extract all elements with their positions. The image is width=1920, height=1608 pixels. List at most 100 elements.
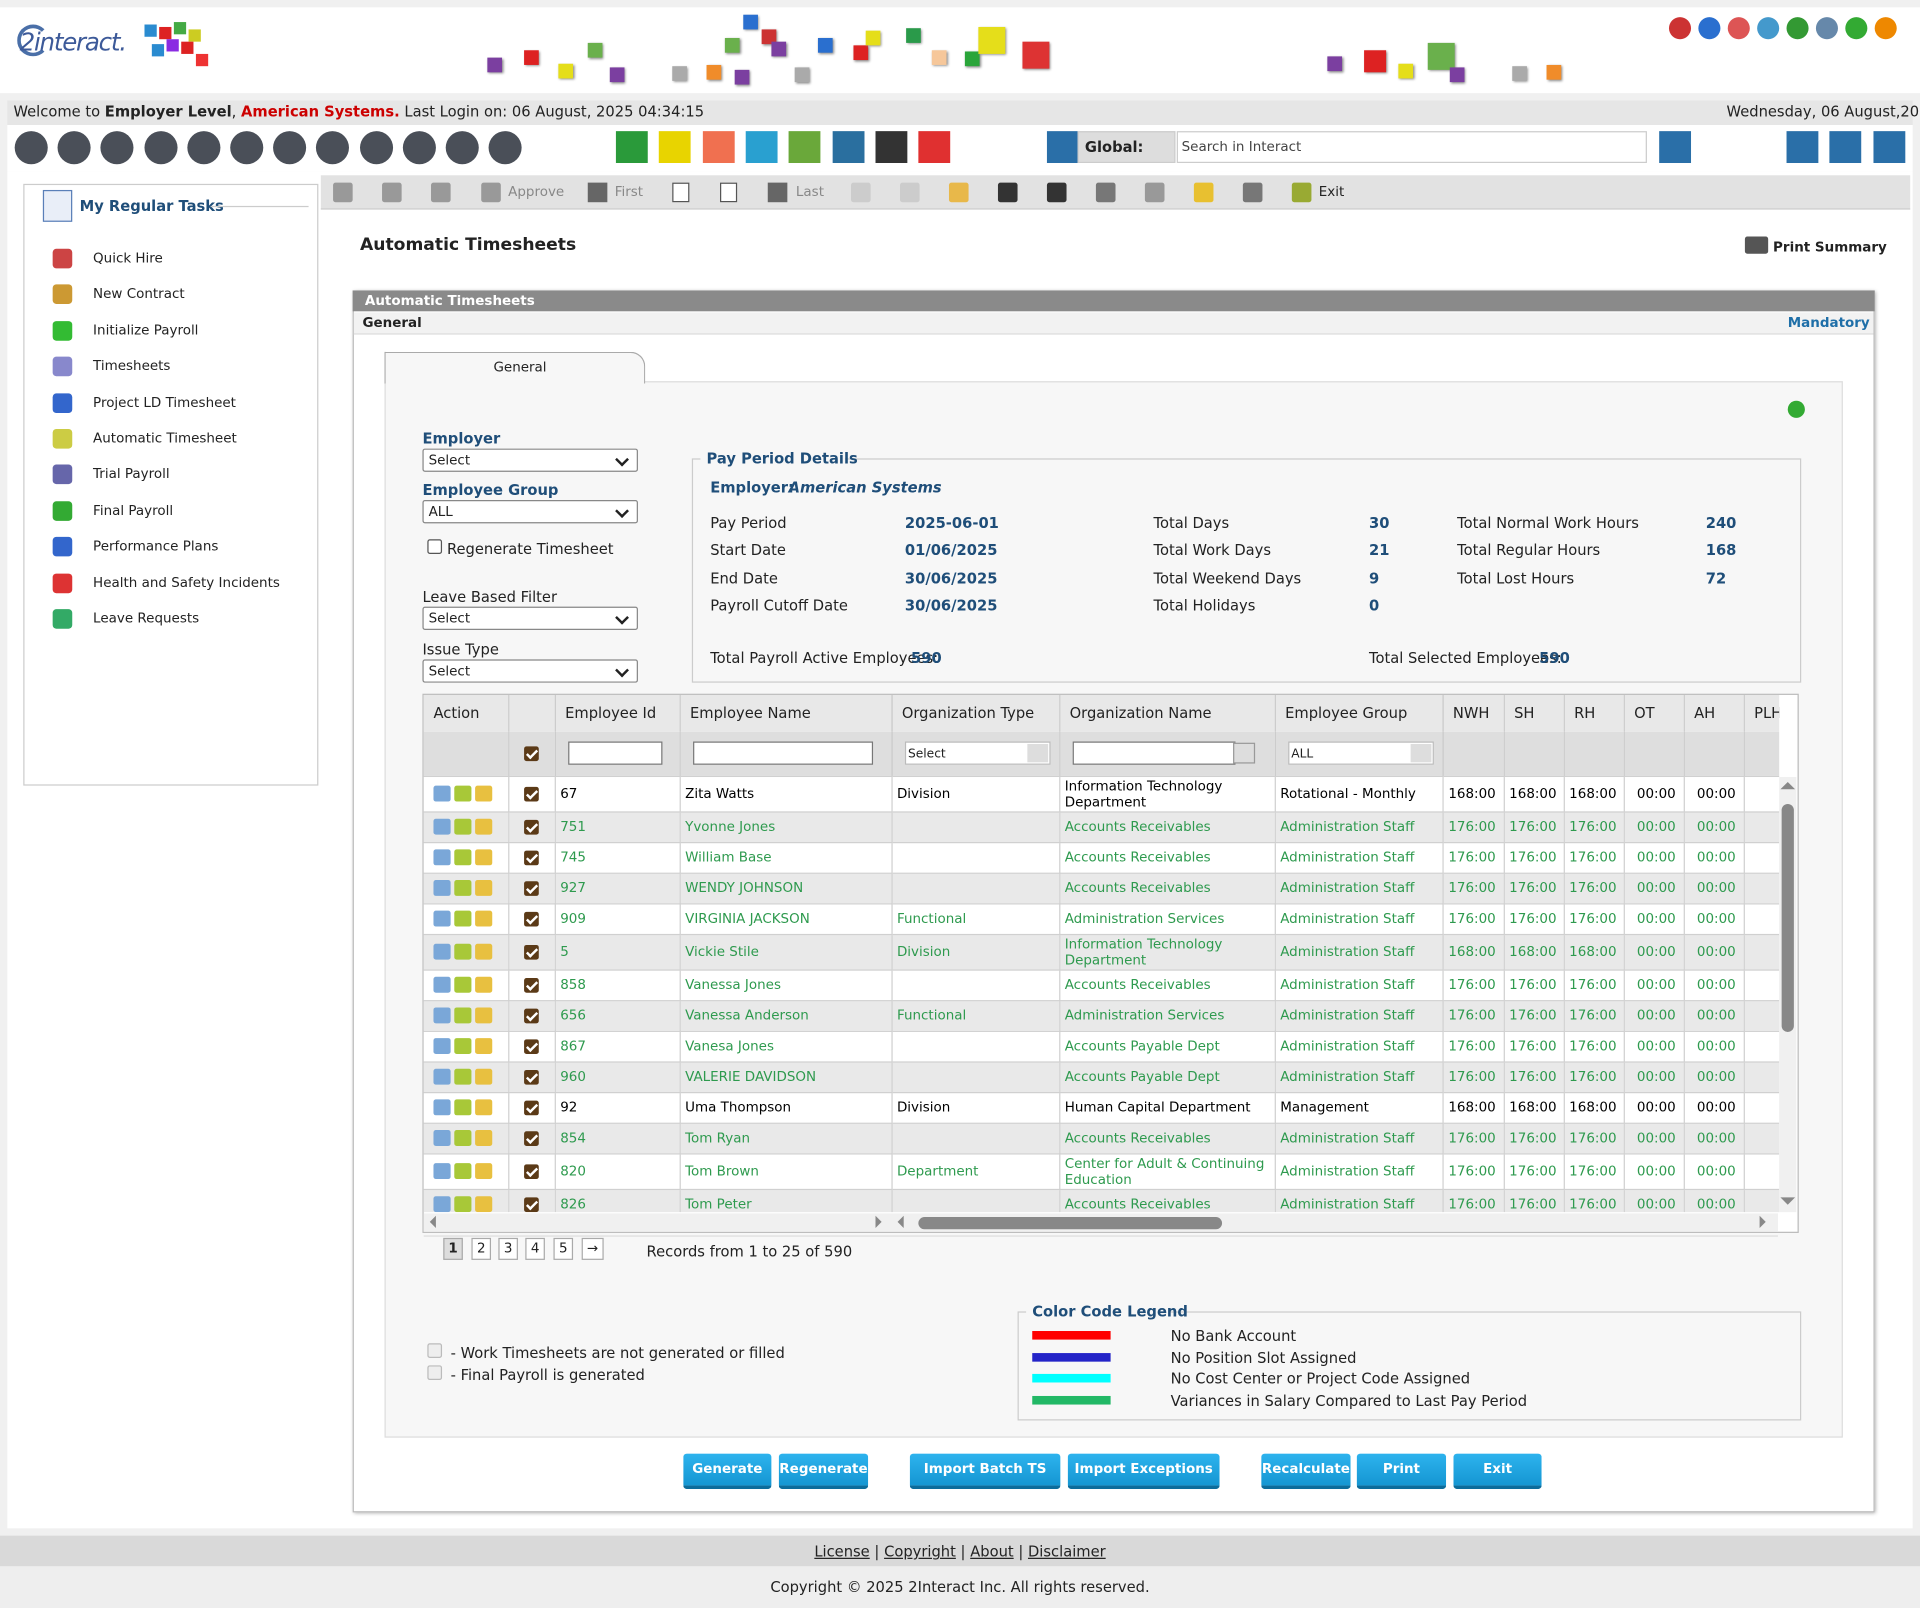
row-action[interactable] bbox=[433, 977, 451, 994]
table-row[interactable]: 656 Vanessa Anderson Functional Administrat… bbox=[423, 1000, 1780, 1032]
table-row[interactable]: 751 Yvonne Jones Accounts Receivables Admin… bbox=[423, 811, 1780, 843]
header-icon[interactable] bbox=[1874, 17, 1897, 40]
table-row[interactable]: 927 WENDY JOHNSON Accounts Receivables Admi… bbox=[423, 872, 1780, 904]
row-action[interactable] bbox=[475, 944, 493, 960]
row-action[interactable] bbox=[475, 910, 493, 927]
toolbar-icon[interactable] bbox=[948, 182, 969, 203]
task-link[interactable]: Performance Plans bbox=[93, 538, 219, 555]
task-link[interactable]: Trial Payroll bbox=[93, 466, 170, 483]
tab-label[interactable]: General bbox=[493, 359, 547, 376]
task-link[interactable]: Initialize Payroll bbox=[93, 322, 199, 339]
table-row[interactable]: 867 Vanesa Jones Accounts Payable Dept Admi… bbox=[423, 1030, 1780, 1062]
filter-search-icon[interactable] bbox=[1232, 742, 1255, 764]
toolbar-icon[interactable] bbox=[333, 182, 353, 203]
row-action[interactable] bbox=[475, 977, 493, 994]
footer-link[interactable]: About bbox=[970, 1543, 1014, 1561]
header-icon[interactable] bbox=[1727, 17, 1750, 40]
column-header[interactable]: PLH bbox=[1743, 694, 1780, 732]
row-action[interactable] bbox=[475, 849, 493, 866]
row-checkbox[interactable] bbox=[524, 978, 539, 993]
utility-icon[interactable] bbox=[1829, 131, 1862, 164]
row-action[interactable] bbox=[475, 1007, 493, 1024]
regenerate-checkbox[interactable] bbox=[427, 539, 443, 554]
filter-search-icon[interactable] bbox=[1026, 744, 1048, 763]
scroll-up[interactable] bbox=[1780, 781, 1796, 790]
column-header[interactable]: Employee Group bbox=[1274, 694, 1444, 732]
filter-input[interactable] bbox=[692, 741, 873, 766]
page-button[interactable]: 5 bbox=[553, 1237, 574, 1260]
row-checkbox[interactable] bbox=[524, 1100, 539, 1116]
row-action[interactable] bbox=[475, 785, 493, 802]
row-action[interactable] bbox=[433, 1007, 451, 1024]
row-checkbox[interactable] bbox=[524, 786, 539, 802]
module-icon[interactable] bbox=[402, 131, 436, 165]
toolbar-icon[interactable] bbox=[720, 182, 738, 203]
row-action[interactable] bbox=[433, 880, 451, 897]
row-action[interactable] bbox=[475, 1069, 493, 1085]
v-scroll-thumb[interactable] bbox=[1781, 804, 1794, 1032]
last[interactable]: Last bbox=[795, 183, 824, 200]
task-link[interactable]: Health and Safety Incidents bbox=[93, 574, 280, 591]
module-icon[interactable] bbox=[316, 131, 350, 165]
row-action[interactable] bbox=[433, 1069, 451, 1085]
module-icon[interactable] bbox=[57, 131, 91, 165]
toolbar-icon[interactable] bbox=[1046, 182, 1067, 203]
employer-select[interactable]: Select bbox=[422, 448, 638, 472]
toolbar-icon[interactable] bbox=[900, 182, 920, 203]
row-action[interactable] bbox=[454, 1163, 472, 1180]
row-action[interactable] bbox=[454, 1007, 472, 1024]
page-button[interactable]: 1 bbox=[443, 1237, 463, 1260]
table-row[interactable]: 67 Zita Watts Division Information Technolo… bbox=[423, 775, 1780, 812]
row-action[interactable] bbox=[433, 785, 451, 802]
row-action[interactable] bbox=[475, 1196, 493, 1213]
row-action[interactable] bbox=[454, 819, 472, 835]
exit[interactable]: Exit bbox=[1318, 183, 1345, 200]
task-link[interactable]: Quick Hire bbox=[93, 250, 163, 266]
page-button[interactable]: 4 bbox=[525, 1237, 545, 1260]
toolbar-icon[interactable] bbox=[587, 182, 608, 203]
scroll-right[interactable] bbox=[875, 1215, 882, 1229]
table-row[interactable]: 854 Tom Ryan Accounts Receivables Administr… bbox=[423, 1122, 1780, 1154]
filter-search-icon[interactable] bbox=[1410, 744, 1431, 763]
header-icon[interactable] bbox=[1815, 17, 1838, 40]
group-select[interactable]: ALL bbox=[422, 500, 638, 524]
column-header[interactable]: RH bbox=[1563, 694, 1625, 732]
row-action[interactable] bbox=[433, 849, 451, 866]
task-link[interactable]: Project LD Timesheet bbox=[93, 394, 236, 411]
module-icon[interactable] bbox=[230, 131, 264, 165]
module-icon[interactable] bbox=[875, 131, 908, 164]
toolbar-icon[interactable] bbox=[767, 182, 788, 203]
global-icon[interactable] bbox=[1046, 131, 1078, 164]
row-action[interactable] bbox=[454, 880, 472, 897]
toolbar-icon[interactable] bbox=[672, 182, 690, 203]
footer-link[interactable]: Disclaimer bbox=[1027, 1543, 1106, 1561]
module-icon[interactable] bbox=[445, 131, 479, 165]
filter-select[interactable]: Select bbox=[904, 741, 1051, 766]
toolbar-icon[interactable] bbox=[1193, 182, 1214, 203]
global-search[interactable] bbox=[1176, 131, 1647, 164]
filter-input[interactable] bbox=[567, 741, 662, 766]
print-summary[interactable]: Print Summary bbox=[1773, 238, 1887, 255]
column-header[interactable]: Employee Name bbox=[679, 694, 893, 732]
leave-select[interactable]: Select bbox=[422, 606, 638, 630]
table-row[interactable]: 92 Uma Thompson Division Human Capital Depa… bbox=[423, 1092, 1780, 1124]
row-action[interactable] bbox=[433, 1196, 451, 1213]
header-icon[interactable] bbox=[1757, 17, 1780, 40]
module-icon[interactable] bbox=[832, 131, 864, 164]
header-icon[interactable] bbox=[1786, 17, 1809, 40]
row-action[interactable] bbox=[433, 910, 451, 927]
column-header[interactable]: SH bbox=[1503, 694, 1565, 732]
row-action[interactable] bbox=[454, 785, 472, 802]
footer-link[interactable]: License bbox=[814, 1543, 870, 1561]
row-action[interactable] bbox=[475, 1163, 493, 1180]
module-icon[interactable] bbox=[745, 131, 778, 164]
search-go[interactable] bbox=[1659, 131, 1692, 164]
filter-select[interactable]: ALL bbox=[1287, 741, 1434, 766]
next-page[interactable]: → bbox=[581, 1237, 604, 1260]
toolbar-icon[interactable] bbox=[382, 182, 402, 203]
table-row[interactable]: 960 VALERIE DAVIDSON Accounts Payable Dept… bbox=[423, 1061, 1780, 1093]
row-action[interactable] bbox=[475, 1099, 493, 1116]
help-icon[interactable] bbox=[1787, 400, 1805, 418]
module-icon[interactable] bbox=[659, 131, 691, 164]
action-button[interactable]: Recalculate bbox=[1261, 1453, 1351, 1490]
